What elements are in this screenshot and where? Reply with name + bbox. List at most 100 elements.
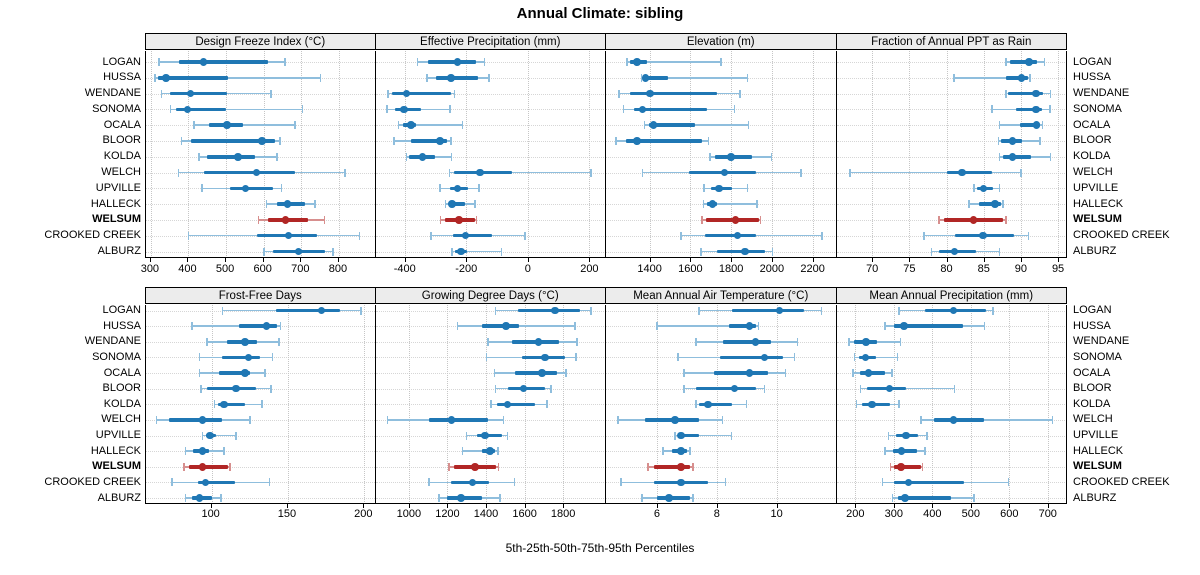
whisker-cap [461, 447, 464, 456]
whisker-cap [483, 58, 486, 66]
tick-gridline [1020, 50, 1022, 258]
median-dot [234, 153, 242, 161]
station-label-right: WELCH [1073, 166, 1113, 179]
median-dot [436, 137, 444, 145]
row-gridline [375, 125, 606, 127]
row-gridline [836, 93, 1067, 95]
whisker-cap [249, 415, 251, 424]
percentile-5-95-line [155, 77, 321, 79]
whisker-cap [746, 184, 749, 193]
tick-gridline [946, 50, 948, 258]
station-label-left: ALBURZ [97, 245, 141, 257]
whisker-cap [695, 337, 697, 346]
median-dot [198, 463, 207, 471]
whisker-cap [680, 231, 682, 240]
median-dot [294, 247, 303, 256]
whisker-cap [898, 400, 900, 409]
axis-tick-label: 400 [178, 263, 197, 275]
axis-tick-label: 80 [940, 263, 953, 275]
whisker-cap [261, 400, 263, 409]
percentile-25-75-bar [394, 107, 422, 112]
percentile-25-75-bar [275, 308, 340, 313]
station-label-left: WENDANE [84, 87, 141, 100]
tick-gridline [1047, 304, 1049, 504]
axis-tick [486, 504, 488, 508]
median-dot [727, 153, 735, 161]
tick-gridline [338, 50, 340, 258]
whisker-cap [565, 369, 567, 377]
median-dot [646, 89, 654, 98]
station-label-right: WELCH [1073, 413, 1113, 426]
whisker-cap [229, 462, 231, 471]
tick-gridline [150, 50, 152, 258]
station-label-right: KOLDA [1073, 397, 1111, 410]
whisker-cap [280, 184, 283, 193]
row-gridline [836, 204, 1067, 206]
station-label-left: WELCH [101, 413, 141, 426]
percentile-25-75-bar [168, 418, 223, 422]
whisker-cap [284, 58, 286, 66]
station-label-left: HALLECK [90, 444, 141, 457]
median-dot [897, 447, 906, 455]
strip-growing-degree-days: Growing Degree Days (°C) [375, 287, 606, 304]
percentile-25-75-bar [392, 91, 451, 96]
whisker-cap [478, 184, 480, 193]
whisker-cap [490, 400, 492, 409]
whisker-cap [1049, 152, 1052, 161]
median-dot [186, 89, 195, 98]
whisker-cap [485, 353, 488, 362]
station-label-right: UPVILLE [1073, 429, 1119, 441]
axis-tick [286, 504, 288, 508]
whisker-cap [763, 384, 766, 393]
row-gridline [836, 109, 1067, 111]
whisker-cap [271, 353, 274, 362]
median-dot [402, 89, 411, 98]
whisker-cap [180, 136, 183, 145]
station-label-right: SONOMA [1073, 102, 1122, 115]
median-dot [677, 478, 685, 487]
median-dot [730, 384, 739, 393]
whisker-cap [575, 353, 577, 362]
percentile-5-95-line [674, 434, 732, 437]
axis-tick [649, 258, 651, 262]
station-label-left: HALLECK [90, 197, 141, 210]
percentile-25-75-bar [656, 496, 690, 500]
axis-tick [872, 258, 874, 262]
whisker-cap [263, 247, 265, 256]
station-label-right: LOGAN [1073, 55, 1112, 68]
percentile-25-75-bar [410, 139, 448, 143]
row-gridline [146, 251, 375, 253]
whisker-cap [198, 152, 200, 161]
axis-tick-label: 10 [770, 508, 783, 520]
whisker-cap [701, 215, 703, 224]
tick-gridline [527, 50, 529, 258]
tick-gridline [932, 304, 934, 504]
whisker-cap [590, 306, 592, 315]
whisker-cap [733, 105, 736, 114]
axis-tick-label: 500 [215, 263, 235, 275]
median-dot [534, 338, 543, 346]
whisker-cap [891, 369, 893, 377]
station-label-left: LOGAN [102, 304, 141, 316]
station-label-right: HUSSA [1073, 71, 1111, 84]
station-label-left: ALBURZ [97, 491, 141, 504]
station-label-right: KOLDA [1073, 150, 1111, 163]
row-gridline [375, 204, 606, 206]
axis-tick-label: 1800 [550, 508, 576, 520]
axis-tick [983, 258, 985, 262]
median-dot [991, 200, 999, 208]
whisker-cap [487, 337, 489, 346]
whisker-cap [386, 415, 389, 424]
percentile-25-75-bar [630, 91, 717, 96]
whisker-cap [450, 152, 453, 161]
whisker-cap [923, 231, 925, 240]
tick-gridline [563, 304, 565, 504]
whisker-cap [279, 322, 282, 331]
whisker-cap [220, 494, 222, 502]
median-dot [183, 105, 192, 114]
percentile-25-75-bar [229, 186, 274, 191]
axis-caption: 5th-25th-50th-75th-95th Percentiles [505, 541, 695, 555]
axis-tick-label: 6 [653, 508, 660, 520]
tick-gridline [909, 50, 911, 258]
axis-tick-label: 150 [277, 508, 297, 520]
